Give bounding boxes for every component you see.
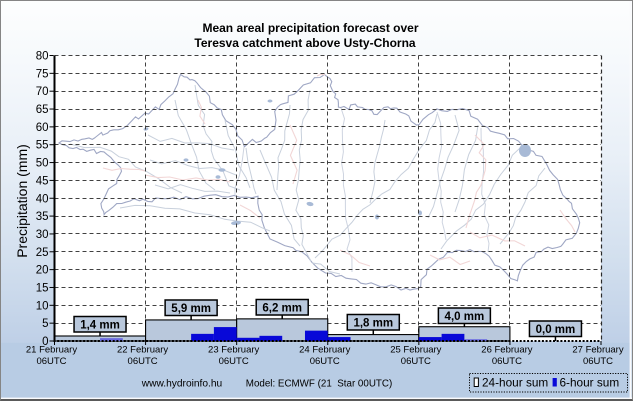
svg-text:75: 75 [36, 68, 49, 80]
svg-text:30: 30 [36, 229, 49, 241]
svg-text:4,0 mm: 4,0 mm [445, 311, 485, 323]
svg-text:25 February: 25 February [390, 345, 441, 356]
svg-text:55: 55 [36, 140, 49, 152]
svg-text:www.hydroinfo.hu: www.hydroinfo.hu [141, 379, 222, 390]
svg-text:70: 70 [36, 86, 49, 98]
svg-text:5,9 mm: 5,9 mm [171, 303, 211, 315]
svg-text:10: 10 [36, 300, 49, 312]
svg-text:21 February: 21 February [26, 345, 77, 356]
svg-text:22 February: 22 February [117, 345, 168, 356]
svg-text:26 February: 26 February [481, 345, 532, 356]
svg-text:Mean areal precipitation forec: Mean areal precipitation forecast over [202, 21, 418, 35]
svg-text:35: 35 [36, 211, 49, 223]
svg-text:15: 15 [36, 282, 49, 294]
svg-text:50: 50 [36, 158, 49, 170]
svg-text:06UTC: 06UTC [492, 356, 522, 367]
svg-text:27 February: 27 February [572, 345, 623, 356]
svg-text:80: 80 [36, 51, 49, 63]
svg-text:06UTC: 06UTC [219, 356, 249, 367]
svg-text:5: 5 [42, 318, 48, 330]
svg-text:23 February: 23 February [208, 345, 259, 356]
svg-text:1,8 mm: 1,8 mm [353, 318, 393, 330]
svg-text:06UTC: 06UTC [310, 356, 340, 367]
svg-text:6-hour sum: 6-hour sum [560, 376, 620, 390]
svg-text:06UTC: 06UTC [401, 356, 431, 367]
svg-text:06UTC: 06UTC [128, 356, 158, 367]
svg-text:Teresva catchment above Usty-C: Teresva catchment above Usty-Chorna [194, 36, 416, 50]
svg-text:20: 20 [36, 265, 49, 277]
svg-text:45: 45 [36, 175, 49, 187]
svg-text:6,2 mm: 6,2 mm [262, 303, 302, 315]
svg-text:0,0 mm: 0,0 mm [536, 324, 576, 336]
svg-text:06UTC: 06UTC [36, 356, 66, 367]
svg-text:40: 40 [36, 193, 49, 205]
svg-text:0: 0 [42, 336, 48, 348]
svg-text:06UTC: 06UTC [583, 356, 613, 367]
svg-text:Model: ECMWF (21 Star 00UTC): Model: ECMWF (21 Star 00UTC) [246, 379, 392, 390]
svg-text:24 February: 24 February [299, 345, 350, 356]
svg-text:60: 60 [36, 122, 49, 134]
svg-text:Precipitation (mm): Precipitation (mm) [14, 144, 30, 258]
svg-text:1,4 mm: 1,4 mm [80, 320, 120, 332]
svg-text:25: 25 [36, 247, 49, 259]
svg-text:65: 65 [36, 104, 49, 116]
svg-text:24-hour sum: 24-hour sum [482, 376, 548, 390]
